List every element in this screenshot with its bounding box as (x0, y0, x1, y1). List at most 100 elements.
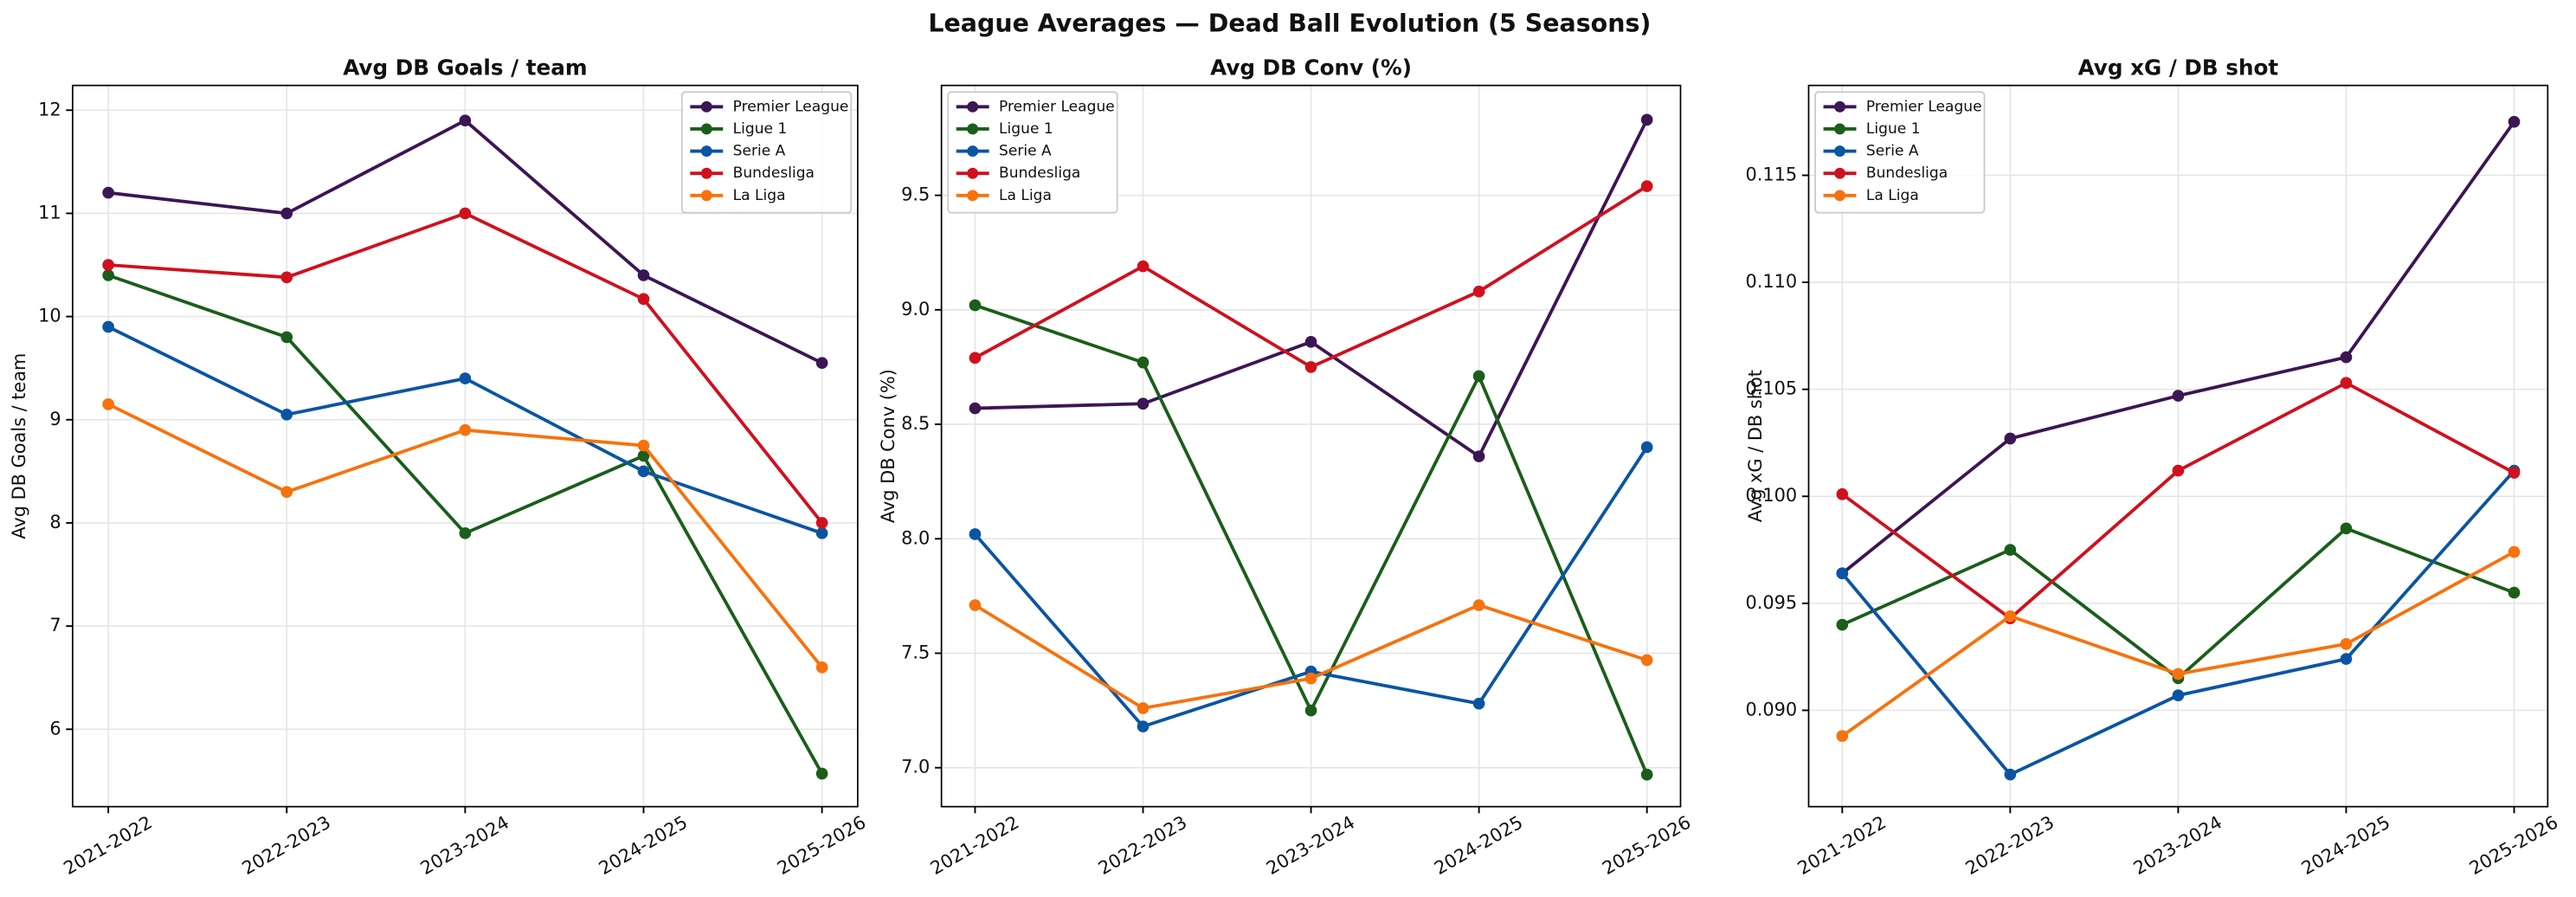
legend-box (947, 91, 1118, 214)
y-axis-label: Avg DB Conv (%) (878, 369, 898, 523)
legend-marker (700, 100, 712, 113)
data-point (1304, 336, 1317, 348)
data-point (1472, 599, 1485, 611)
data-point (2508, 545, 2521, 558)
data-point (102, 398, 114, 410)
data-point (815, 517, 828, 529)
x-tick-label: 2024-2025 (1431, 811, 1526, 879)
legend-label: Bundesliga (1866, 165, 1948, 182)
legend-label: Bundesliga (733, 165, 815, 182)
data-point (2004, 610, 2017, 623)
data-point (1137, 720, 1150, 732)
data-point (102, 259, 114, 271)
y-tick-label: 8.5 (901, 413, 930, 434)
x-tick-label: 2025-2026 (774, 811, 869, 879)
y-tick-label: 0.100 (1745, 485, 1797, 506)
y-tick-label: 12 (38, 99, 61, 119)
x-tick-label: 2022-2023 (1095, 811, 1190, 879)
data-point (459, 114, 472, 127)
legend-label: Ligue 1 (999, 120, 1053, 138)
legend-marker (967, 145, 979, 158)
data-point (459, 423, 472, 436)
data-point (2172, 689, 2185, 701)
data-point (1836, 618, 1849, 631)
data-point (280, 207, 293, 220)
legend-label: La Liga (733, 187, 786, 204)
data-point (459, 527, 472, 539)
y-axis-label: Avg DB Goals / team (9, 353, 29, 539)
data-point (102, 186, 114, 199)
data-point (815, 661, 828, 674)
data-point (815, 527, 828, 539)
data-point (969, 299, 982, 312)
x-tick-label: 2024-2025 (596, 811, 691, 879)
x-tick-label: 2023-2024 (2130, 811, 2225, 879)
legend-marker (700, 167, 712, 179)
data-point (1836, 567, 1849, 580)
legend-box (1814, 91, 1986, 214)
data-point (459, 372, 472, 384)
y-tick-label: 11 (38, 202, 61, 223)
data-point (1137, 356, 1150, 369)
data-point (459, 207, 472, 220)
data-point (1640, 768, 1653, 781)
y-axis-label: Avg xG / DB shot (1745, 370, 1766, 522)
data-point (1472, 370, 1485, 383)
y-tick-label: 9.0 (901, 299, 930, 319)
data-point (2004, 544, 2017, 556)
y-tick-label: 0.090 (1745, 699, 1797, 720)
legend-marker (967, 100, 979, 113)
data-point (1137, 260, 1150, 273)
x-tick-label: 2021-2022 (1794, 811, 1890, 879)
data-point (280, 271, 293, 284)
y-tick-label: 10 (38, 306, 61, 326)
data-point (2340, 522, 2353, 535)
legend-marker (700, 123, 712, 135)
y-tick-label: 9.5 (901, 184, 930, 205)
chart-title: Avg DB Conv (%) (1210, 55, 1412, 81)
legend-label: Serie A (733, 143, 786, 160)
legend-marker (1834, 100, 1845, 113)
data-point (1304, 672, 1317, 685)
legend-label: Serie A (999, 143, 1052, 160)
data-point (280, 408, 293, 421)
data-point (637, 293, 650, 306)
legend-label: Premier League (733, 98, 849, 115)
x-tick-label: 2023-2024 (417, 811, 512, 879)
legend-label: La Liga (1866, 187, 1919, 204)
data-point (1640, 654, 1653, 667)
legend-label: Bundesliga (999, 165, 1080, 182)
data-point (1137, 397, 1150, 410)
legend-marker (1834, 123, 1845, 135)
data-point (102, 320, 114, 333)
y-tick-label: 0.095 (1745, 592, 1797, 613)
data-point (1304, 361, 1317, 373)
data-point (280, 331, 293, 344)
y-tick-label: 7 (49, 615, 61, 636)
x-tick-label: 2023-2024 (1263, 811, 1358, 879)
data-point (2172, 464, 2185, 477)
x-tick-label: 2022-2023 (1962, 811, 2058, 879)
figure-title: League Averages — Dead Ball Evolution (5… (928, 9, 1651, 37)
data-point (102, 269, 114, 281)
axes-frame (1807, 84, 2549, 808)
y-tick-label: 7.0 (901, 757, 930, 778)
data-point (637, 449, 650, 462)
data-point (2340, 653, 2353, 665)
data-point (2004, 432, 2017, 445)
data-point (1640, 180, 1653, 192)
legend-marker (967, 123, 979, 135)
data-point (280, 486, 293, 499)
data-point (969, 599, 982, 611)
legend-marker (967, 167, 979, 179)
data-point (1640, 441, 1653, 454)
x-tick-label: 2025-2026 (2466, 811, 2561, 879)
y-tick-label: 9 (49, 409, 61, 429)
legend-label: Premier League (1866, 98, 1982, 115)
data-point (2508, 586, 2521, 599)
legend-marker (1834, 167, 1845, 179)
chart-title: Avg DB Goals / team (343, 55, 587, 81)
chart-title: Avg xG / DB shot (2078, 55, 2279, 81)
data-point (1472, 450, 1485, 462)
